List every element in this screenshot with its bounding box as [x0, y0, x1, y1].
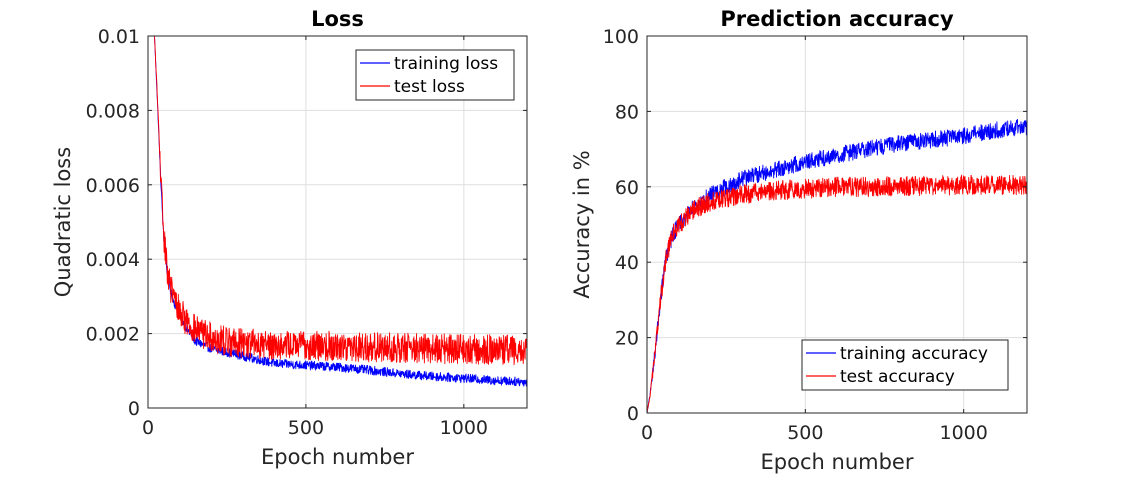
- y-tick-label: 100: [603, 26, 639, 48]
- x-tick-label: 500: [787, 422, 823, 444]
- legend: training loss test loss: [355, 49, 515, 101]
- y-tick-label: 60: [615, 177, 639, 199]
- y-tick-label: 0.004: [86, 249, 140, 271]
- chart-panel-accuracy: 0 500 1000 0 20 40 60 80 100 Prediction accuracy E…: [570, 7, 1028, 474]
- x-axis-label: Epoch number: [261, 445, 414, 469]
- axes-box: [646, 35, 1028, 414]
- series-line-test-accuracy: [647, 174, 1027, 413]
- y-tick-label: 0.01: [98, 26, 140, 48]
- y-tick-label: 0: [128, 398, 140, 420]
- x-axis-label: Epoch number: [761, 450, 914, 474]
- y-tick-label: 20: [615, 328, 639, 350]
- legend-entry-training-accuracy: training accuracy: [840, 344, 988, 364]
- axes-box: [147, 35, 528, 409]
- legend-entry-training-loss: training loss: [394, 54, 498, 74]
- y-axis-label: Quadratic loss: [51, 147, 75, 297]
- chart-title: Loss: [311, 7, 364, 31]
- x-tick-label: 500: [288, 417, 324, 439]
- y-tick-label: 0: [627, 403, 639, 425]
- series-line-test-loss: [154, 36, 527, 366]
- x-tick-label: 1000: [440, 417, 488, 439]
- x-tick-label: 0: [641, 422, 653, 444]
- y-tick-label: 0.002: [86, 324, 140, 346]
- chart-panel-loss: 0 500 1000 0 0.002 0.004 0.006 0.008 0.01 Loss Epo…: [51, 7, 528, 469]
- legend-box: [801, 339, 1009, 391]
- series-line-training-accuracy: [647, 118, 1027, 413]
- series-group: [647, 118, 1027, 413]
- y-tick-label: 40: [615, 252, 639, 274]
- series-group: [154, 36, 527, 387]
- legend-box: [355, 49, 515, 101]
- legend: training accuracy test accuracy: [801, 339, 1009, 391]
- x-tick-label: 0: [142, 417, 154, 439]
- chart-title: Prediction accuracy: [720, 7, 954, 31]
- y-tick-label: 0.008: [86, 100, 140, 122]
- x-tick-label: 1000: [939, 422, 987, 444]
- legend-entry-test-accuracy: test accuracy: [840, 367, 955, 387]
- y-tick-label: 80: [615, 101, 639, 123]
- legend-entry-test-loss: test loss: [394, 77, 465, 97]
- y-tick-label: 0.006: [86, 175, 140, 197]
- y-axis-label: Accuracy in %: [570, 150, 594, 298]
